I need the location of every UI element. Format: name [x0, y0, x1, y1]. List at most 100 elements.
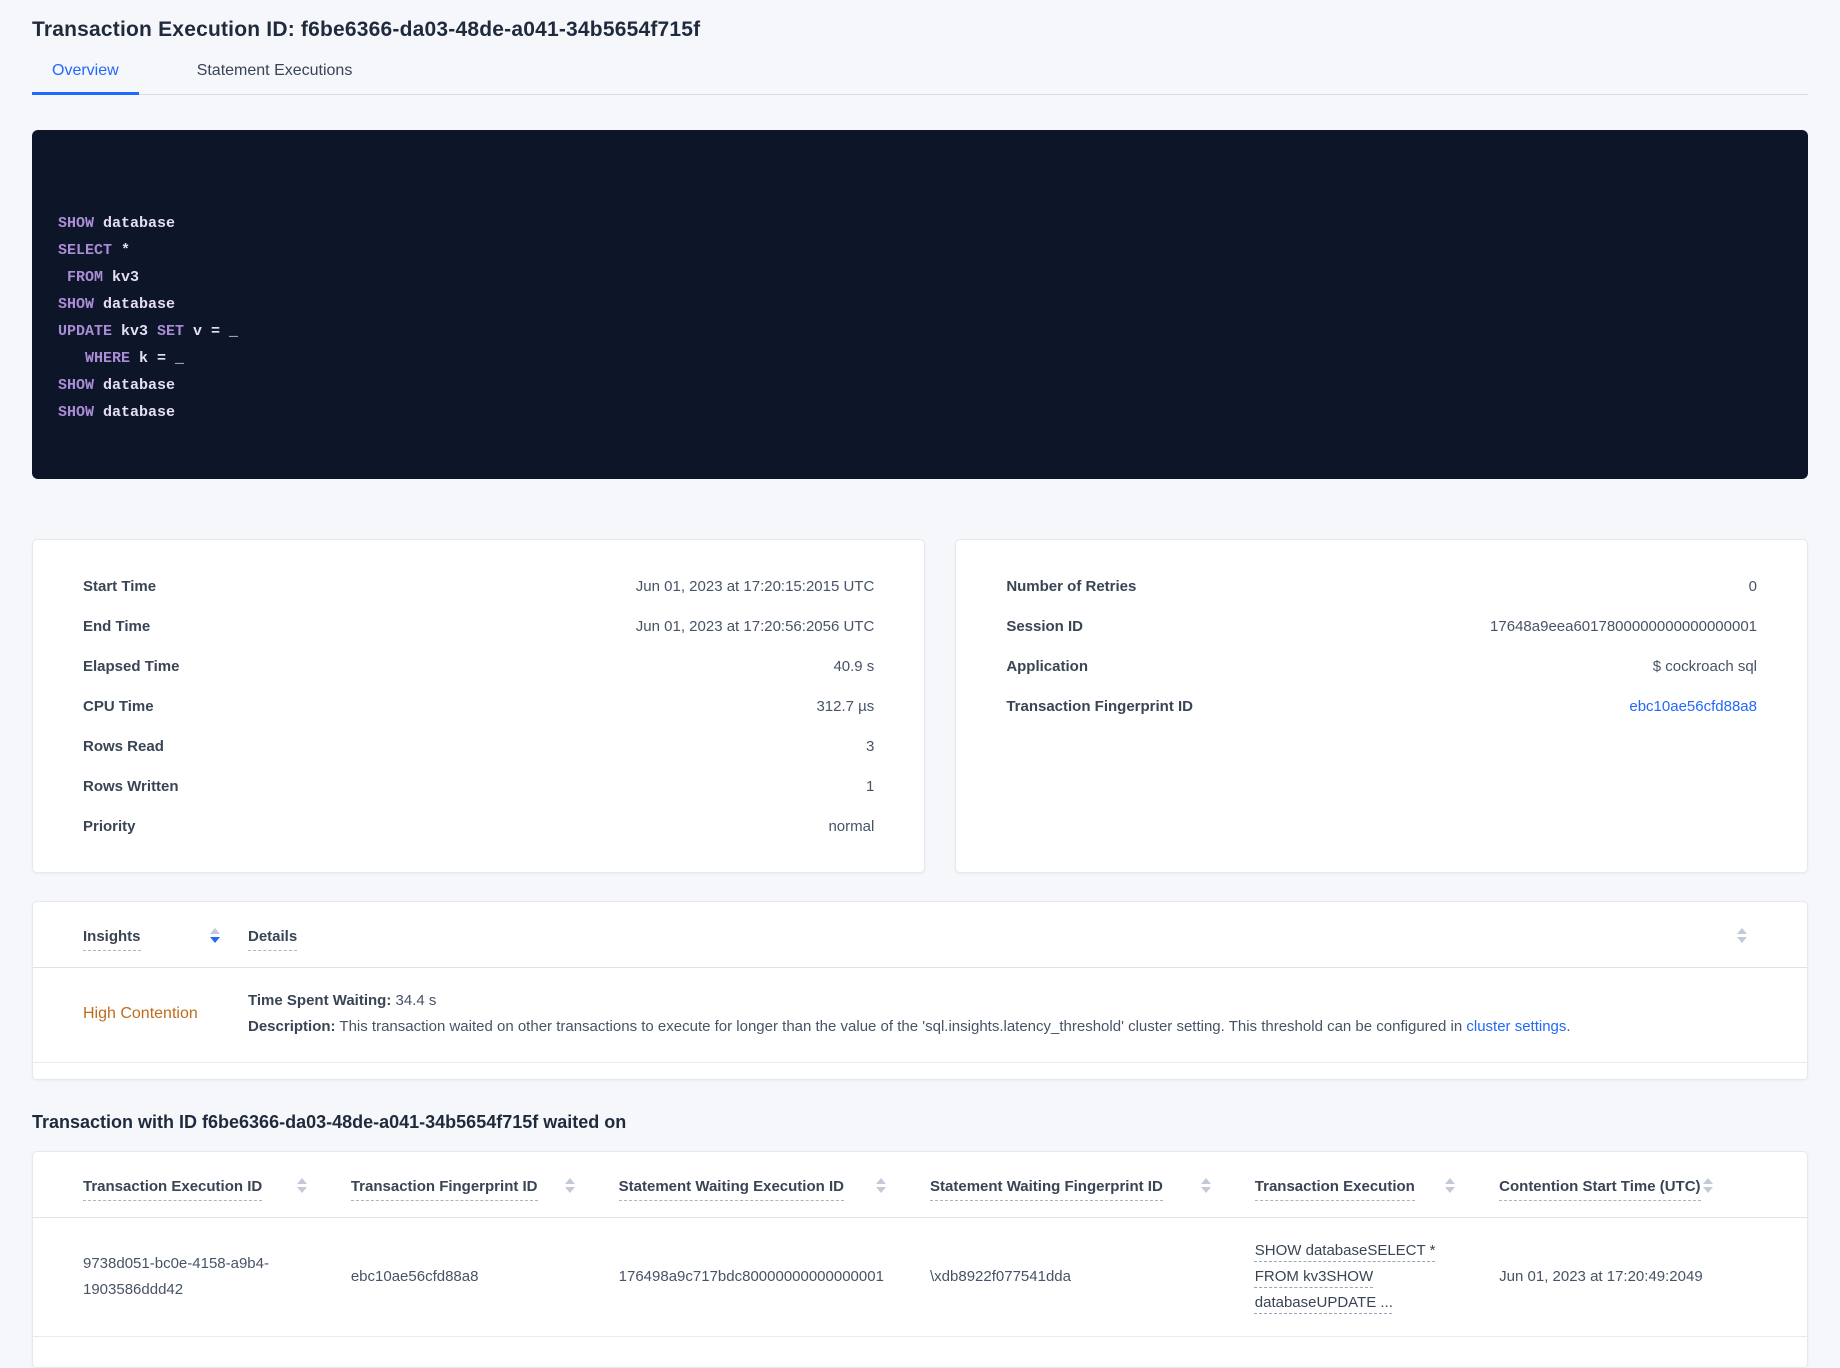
summary-section: Start Time Jun 01, 2023 at 17:20:15:2015 … — [32, 539, 1808, 873]
summary-row: End Time Jun 01, 2023 at 17:20:56:2056 UT… — [83, 606, 874, 646]
waited-on-table-body: 9738d051-bc0e-4158-a9b4-1903586ddd42 ebc1… — [33, 1218, 1807, 1337]
sort-arrows-icon[interactable] — [296, 1178, 307, 1193]
waited-on-table-footer — [33, 1337, 1807, 1367]
insights-row: High Contention Time Spent Waiting: 34.4… — [33, 968, 1807, 1063]
insight-badge: High Contention — [83, 1005, 198, 1022]
waited-on-table-header: Transaction Execution ID Transaction Fing… — [33, 1152, 1807, 1218]
sql-code-line: FROM kv3 — [58, 264, 1782, 291]
waited-on-column-label[interactable]: Transaction Execution — [1254, 1178, 1415, 1201]
summary-row: Transaction Fingerprint ID ebc10ae56cfd88… — [1006, 686, 1757, 726]
summary-value: Jun 01, 2023 at 17:20:15:2015 UTC — [635, 577, 875, 595]
waited-on-column-label[interactable]: Statement Waiting Execution ID — [618, 1178, 844, 1201]
waited-on-column-header[interactable]: Statement Waiting Execution ID — [618, 1178, 930, 1201]
sql-code-line: SHOW database — [58, 291, 1782, 318]
sort-arrows-icon[interactable] — [1445, 1178, 1456, 1193]
summary-row: Start Time Jun 01, 2023 at 17:20:15:2015 … — [83, 566, 874, 606]
waited-on-cell: ebc10ae56cfd88a8 — [350, 1268, 479, 1285]
details-column-label[interactable]: Details — [248, 928, 298, 951]
transaction-execution-link[interactable]: SHOW databaseSELECT * FROM kv3SHOW datab… — [1254, 1242, 1436, 1311]
summary-row: Rows Read 3 — [83, 726, 874, 766]
waited-on-heading: Transaction with ID f6be6366-da03-48de-a… — [32, 1112, 627, 1132]
sort-arrows-icon[interactable] — [1702, 1178, 1713, 1193]
waited-on-column-label[interactable]: Contention Start Time (UTC) — [1499, 1178, 1701, 1201]
waited-on-column-label[interactable]: Transaction Fingerprint ID — [350, 1178, 538, 1201]
summary-label: CPU Time — [83, 697, 154, 715]
summary-row: CPU Time 312.7 µs — [83, 686, 874, 726]
description-text: This transaction waited on other transac… — [335, 1018, 1467, 1035]
waited-on-cell: 176498a9c717bdc80000000000000001 — [618, 1268, 884, 1285]
sql-text: database — [94, 215, 176, 232]
sql-statements-box: SHOW database SELECT * FROM kv3 SHOW datab… — [32, 130, 1808, 479]
sort-desc-icon — [1200, 1187, 1211, 1193]
waited-on-column-label[interactable]: Statement Waiting Fingerprint ID — [930, 1178, 1163, 1201]
summary-value: 0 — [1748, 577, 1757, 595]
tab-statement-executions[interactable]: Statement Executions — [196, 62, 353, 79]
waiting-value: 34.4 s — [391, 992, 437, 1009]
waited-on-column-header[interactable]: Contention Start Time (UTC) — [1499, 1178, 1757, 1201]
summary-label: Number of Retries — [1006, 577, 1137, 595]
sql-keyword: SHOW — [58, 377, 95, 394]
waiting-label: Time Spent Waiting: — [248, 992, 392, 1009]
sql-keyword: SHOW — [58, 404, 95, 421]
sort-desc-icon — [1737, 937, 1747, 943]
waited-on-column-label[interactable]: Transaction Execution ID — [83, 1178, 263, 1201]
insights-table-footer — [33, 1063, 1807, 1079]
insights-column-label[interactable]: Insights — [83, 928, 141, 951]
waited-on-column-header[interactable]: Transaction Execution — [1254, 1178, 1499, 1201]
sort-arrows-icon[interactable] — [210, 928, 220, 943]
description-line: Description: This transaction waited on … — [248, 1014, 1757, 1040]
summary-value: Jun 01, 2023 at 17:20:56:2056 UTC — [635, 617, 875, 635]
waited-on-table: Transaction Execution ID Transaction Fing… — [32, 1151, 1808, 1368]
sql-text: database — [94, 404, 176, 421]
sql-code-line: SELECT * — [58, 237, 1782, 264]
sort-asc-icon — [564, 1178, 575, 1184]
sort-desc-icon — [210, 937, 220, 943]
sort-arrows-icon[interactable] — [1737, 928, 1747, 943]
sort-asc-icon — [296, 1178, 307, 1184]
waited-on-cell: Jun 01, 2023 at 17:20:49:2049 — [1499, 1268, 1703, 1285]
sql-code-line: SHOW database — [58, 399, 1782, 426]
sql-text: v = _ — [184, 323, 239, 340]
summary-label: Transaction Fingerprint ID — [1006, 697, 1193, 715]
waited-on-cell: \xdb8922f077541dda — [930, 1268, 1071, 1285]
waited-on-column-header[interactable]: Transaction Execution ID — [83, 1178, 351, 1201]
summary-row: Application $ cockroach sql — [1006, 646, 1757, 686]
summary-row: Session ID 17648a9eea60178000000000000000… — [1006, 606, 1757, 646]
summary-value: 17648a9eea6017800000000000000001 — [1490, 617, 1757, 635]
sql-code-line: WHERE k = _ — [58, 345, 1782, 372]
tab-overview[interactable]: Overview — [32, 62, 139, 95]
summary-label: Rows Written — [83, 777, 179, 795]
transaction-fingerprint-link[interactable]: ebc10ae56cfd88a8 — [1629, 697, 1757, 715]
summary-row: Number of Retries 0 — [1006, 566, 1757, 606]
sql-code-line: SHOW database — [58, 372, 1782, 399]
tab-bar: Overview Statement Executions — [32, 62, 1808, 95]
summary-row: Priority normal — [83, 806, 874, 846]
summary-value: 312.7 µs — [816, 697, 875, 715]
sql-code-line: UPDATE kv3 SET v = _ — [58, 318, 1782, 345]
summary-panel-left: Start Time Jun 01, 2023 at 17:20:15:2015 … — [32, 539, 926, 873]
summary-value: 40.9 s — [833, 657, 875, 675]
summary-value: normal — [828, 817, 875, 835]
sort-asc-icon — [1737, 928, 1747, 934]
sort-arrows-icon[interactable] — [1200, 1178, 1211, 1193]
sort-arrows-icon[interactable] — [564, 1178, 575, 1193]
sql-keyword: SELECT — [58, 242, 113, 259]
waited-on-column-header[interactable]: Statement Waiting Fingerprint ID — [930, 1178, 1255, 1201]
summary-row: Rows Written 1 — [83, 766, 874, 806]
summary-label: Elapsed Time — [83, 657, 180, 675]
sql-text: kv3 — [103, 269, 140, 286]
sql-text: * — [112, 242, 131, 259]
time-spent-waiting-line: Time Spent Waiting: 34.4 s — [248, 988, 1757, 1014]
sort-desc-icon — [296, 1187, 307, 1193]
insights-column-header[interactable]: Insights — [83, 928, 248, 951]
waited-on-column-header[interactable]: Transaction Fingerprint ID — [350, 1178, 619, 1201]
sql-code-line: SHOW database — [58, 210, 1782, 237]
sort-desc-icon — [564, 1187, 575, 1193]
sort-asc-icon — [1702, 1178, 1713, 1184]
sort-arrows-icon[interactable] — [876, 1178, 887, 1193]
cluster-settings-link[interactable]: cluster settings — [1466, 1018, 1567, 1035]
sql-keyword: SET — [157, 323, 185, 340]
sql-text: database — [94, 377, 176, 394]
summary-row: Elapsed Time 40.9 s — [83, 646, 874, 686]
sql-keyword: SHOW — [58, 215, 95, 232]
